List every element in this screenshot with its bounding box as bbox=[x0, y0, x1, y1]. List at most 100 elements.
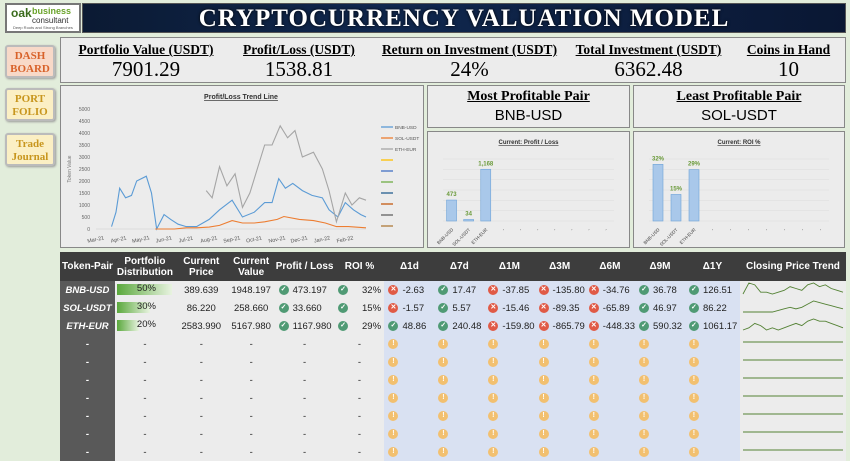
roi: - bbox=[334, 371, 385, 389]
delta-cell: ! bbox=[635, 353, 685, 371]
table-row: - - - - - -!!!!!!! bbox=[60, 353, 846, 371]
delta-value: -865.79 bbox=[552, 320, 585, 332]
x-tick-label: Sep-21 bbox=[223, 235, 241, 244]
profit-loss: ✓ 473.197 bbox=[274, 281, 335, 299]
delta-cell: ! bbox=[434, 335, 485, 353]
distribution-bar bbox=[116, 284, 172, 296]
category-label: - bbox=[518, 227, 523, 232]
table-row: - - - - - -!!!!!!! bbox=[60, 371, 846, 389]
delta-cell: ✓ 36.78 bbox=[635, 281, 685, 299]
column-header: Portfolio Distribution bbox=[114, 252, 175, 281]
warning-icon: ! bbox=[688, 428, 699, 439]
distribution: - bbox=[114, 371, 175, 389]
warning-icon: ! bbox=[639, 338, 650, 349]
warning-icon: ! bbox=[488, 428, 499, 439]
closing-price-sparkline bbox=[739, 389, 846, 407]
delta-value: -2.63 bbox=[402, 284, 425, 296]
nav-button-dash[interactable]: DASH BOARD bbox=[5, 45, 55, 78]
nav-label: DASH bbox=[14, 50, 46, 62]
category-label: - bbox=[818, 227, 823, 232]
delta-cell: ! bbox=[484, 371, 535, 389]
bar bbox=[688, 169, 700, 222]
warning-icon: ! bbox=[438, 338, 449, 349]
x-circle-icon: ✕ bbox=[588, 320, 599, 331]
x-circle-icon: ✕ bbox=[488, 302, 499, 313]
bar-chart-svg: Current: ROI % 32% BNB-USD 15% SOL-USDT 29% ET… bbox=[643, 140, 829, 247]
category-label: - bbox=[535, 227, 540, 232]
roi: - bbox=[334, 425, 385, 443]
current-price: - bbox=[174, 425, 228, 443]
y-tick-label: 1000 bbox=[79, 203, 90, 209]
delta-cell: ✕ -37.85 bbox=[484, 281, 535, 299]
distribution-bar bbox=[116, 320, 139, 332]
nav-label: FOLIO bbox=[12, 106, 48, 118]
category-label: ETH-EUR bbox=[679, 227, 697, 245]
warning-icon: ! bbox=[588, 374, 599, 385]
check-circle-icon: ✓ bbox=[688, 284, 699, 295]
closing-price-sparkline bbox=[739, 425, 846, 443]
check-circle-icon: ✓ bbox=[278, 320, 289, 331]
x-circle-icon: ✕ bbox=[588, 284, 599, 295]
kpi-coins-in-hand: Coins in Hand 10 bbox=[741, 42, 836, 80]
roi-value: 15% bbox=[362, 302, 382, 314]
warning-icon: ! bbox=[488, 446, 499, 457]
delta-cell: ! bbox=[684, 407, 740, 425]
warning-icon: ! bbox=[438, 446, 449, 457]
warning-icon: ! bbox=[538, 410, 549, 421]
delta-cell: ! bbox=[484, 335, 535, 353]
kpi-panel: Portfolio Value (USDT) 7901.29 Profit/Los… bbox=[60, 37, 846, 83]
kpi-value: 7901.29 bbox=[111, 57, 181, 81]
delta-cell: ✕ -448.33 bbox=[584, 317, 636, 335]
delta-cell: ✕ -65.89 bbox=[584, 299, 636, 317]
most-profitable-label: Most Profitable Pair bbox=[467, 89, 590, 104]
distribution-bar bbox=[116, 302, 150, 314]
category-label: ETH-EUR bbox=[470, 227, 488, 245]
x-circle-icon: ✕ bbox=[388, 284, 399, 295]
delta-value: -135.80 bbox=[552, 284, 585, 296]
check-circle-icon: ✓ bbox=[338, 284, 348, 295]
distribution: - bbox=[114, 389, 175, 407]
delta-cell: ! bbox=[434, 353, 485, 371]
y-tick-label: 2500 bbox=[79, 167, 90, 173]
nav-button-trade[interactable]: Trade Journal bbox=[5, 133, 55, 166]
nav-label: Trade bbox=[16, 138, 44, 150]
delta-cell: ! bbox=[434, 443, 485, 461]
kpi-portfolio-value: Portfolio Value (USDT) 7901.29 bbox=[66, 42, 226, 80]
token-pair: - bbox=[60, 371, 115, 389]
current-value: - bbox=[227, 335, 275, 353]
delta-cell: ! bbox=[534, 443, 585, 461]
delta-cell: ! bbox=[534, 335, 585, 353]
warning-icon: ! bbox=[488, 356, 499, 367]
current-price: - bbox=[174, 443, 228, 461]
x-circle-icon: ✕ bbox=[488, 284, 499, 295]
logo-line1: business bbox=[32, 6, 72, 16]
check-circle-icon: ✓ bbox=[639, 320, 650, 331]
y-tick-label: 3000 bbox=[79, 155, 90, 161]
series-line-sol-usdt bbox=[155, 215, 367, 230]
warning-icon: ! bbox=[538, 356, 549, 367]
data-label: 29% bbox=[688, 162, 701, 168]
kpi-value: 6362.48 bbox=[614, 57, 683, 81]
delta-cell: ! bbox=[635, 443, 685, 461]
roi: - bbox=[334, 389, 385, 407]
warning-icon: ! bbox=[588, 446, 599, 457]
roi: ✓ 32% bbox=[334, 281, 385, 299]
delta-value: -65.89 bbox=[602, 302, 630, 314]
least-profitable-value: SOL-USDT bbox=[701, 107, 777, 124]
profit-loss: - bbox=[274, 371, 335, 389]
least-profitable-label: Least Profitable Pair bbox=[676, 89, 802, 104]
delta-cell: ! bbox=[584, 407, 636, 425]
table-row: - - - - - -!!!!!!! bbox=[60, 407, 846, 425]
delta-value: -89.35 bbox=[552, 302, 580, 314]
warning-icon: ! bbox=[488, 338, 499, 349]
current-value: 5167.980 bbox=[227, 317, 275, 335]
delta-value: -15.46 bbox=[502, 302, 530, 314]
current-price: 2583.990 bbox=[174, 317, 228, 335]
nav-button-port[interactable]: PORT FOLIO bbox=[5, 88, 55, 121]
legend-label: BNB-USD bbox=[395, 125, 417, 131]
delta-cell: ! bbox=[684, 425, 740, 443]
delta-cell: ! bbox=[684, 371, 740, 389]
category-label: - bbox=[710, 227, 715, 232]
chart-title: Current: Profit / Loss bbox=[498, 140, 559, 146]
delta-value: 46.97 bbox=[653, 302, 677, 314]
